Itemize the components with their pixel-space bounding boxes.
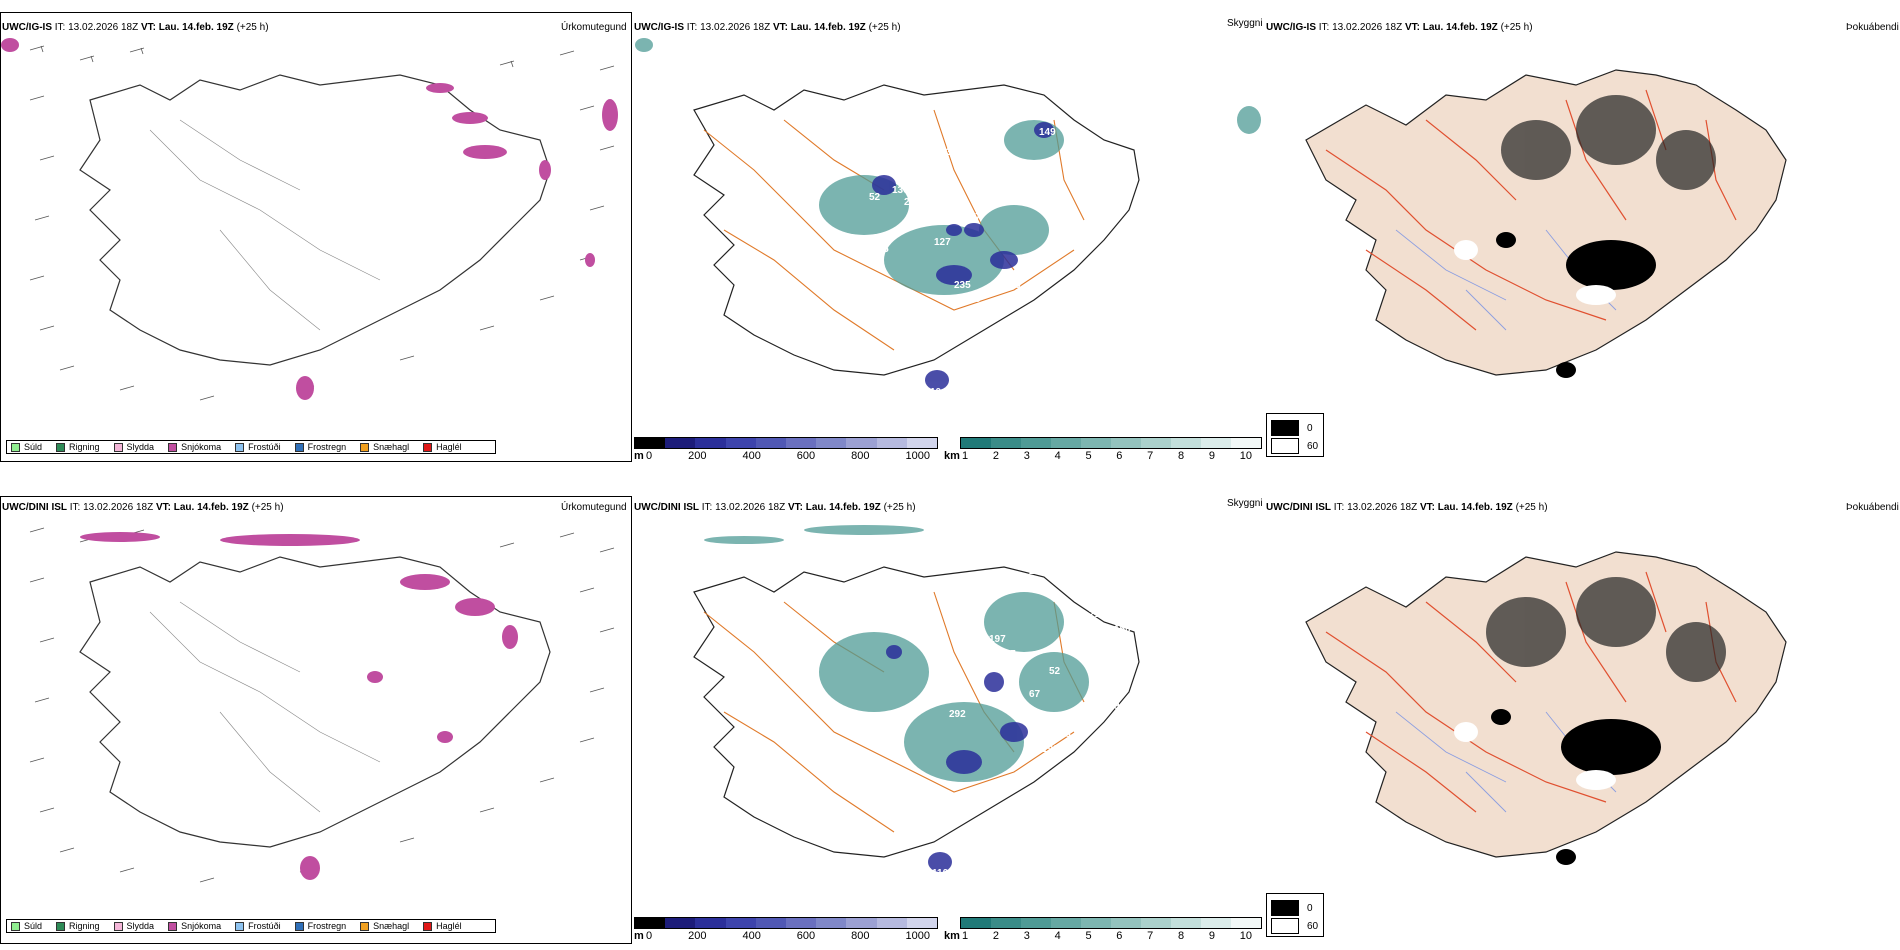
fog-legend-row2: 0 60 [1266,893,1324,937]
map-precip-row2 [29,527,615,883]
svg-text:292: 292 [949,709,966,720]
header-row2-clouds: UWC/DINI ISL IT: 13.02.2026 18Z VT: Lau.… [634,502,916,513]
cloud-number: 235 [954,280,971,291]
map-fog-row2 [1305,551,1787,865]
ticks-km: 1 2 3 4 5 6 7 8 9 10 [962,930,1252,942]
svg-text:230: 230 [1029,566,1046,577]
cloud-number: 30 [946,147,958,158]
cloud-number: 125 [1019,257,1036,268]
model-name: UWC/IG-IS [2,22,52,33]
panel-title-fog-row1: Þokuábendi [1846,22,1899,33]
header-row1-precip: UWC/IG-IS IT: 13.02.2026 18Z VT: Lau. 14… [2,22,269,33]
colorbar-m-row2 [634,917,938,929]
cloud-number: 187 [964,212,981,223]
it-label: IT: [54,22,66,33]
legend-item: Frostúði [235,442,281,452]
legend-item: Slydda [113,442,154,452]
legend-item: Rigning [56,442,100,452]
snow-patches [1,38,618,400]
svg-text:150: 150 [1114,624,1131,635]
unit-km: km [944,450,960,462]
colorbar-km-row1 [960,437,1262,449]
cloud-number-labels: 30 149 52 136 21 187 127 125 175 149 235… [869,127,1086,398]
ticks-km: 1 2 3 4 5 6 7 8 9 10 [962,450,1252,462]
svg-text:87: 87 [1182,646,1194,657]
header-row1-clouds: UWC/IG-IS IT: 13.02.2026 18Z VT: Lau. 14… [634,22,901,33]
map-precip-row1 [1,38,618,401]
iceland-outline [79,74,551,366]
header-row1-fog: UWC/IG-IS IT: 13.02.2026 18Z VT: Lau. 14… [1266,22,1533,33]
svg-text:214: 214 [1089,609,1106,620]
legend-item: Haglél [423,921,462,931]
header-row2-fog: UWC/DINI ISL IT: 13.02.2026 18Z VT: Lau.… [1266,502,1548,513]
cloud-number: 399 [964,294,981,305]
cloud-number: 43 [1074,144,1086,155]
legend-item: Súld [11,442,42,452]
svg-text:198: 198 [1089,589,1106,600]
svg-text:94: 94 [1114,701,1126,712]
lead-time: (+25 h) [236,22,269,33]
cloud-number-labels: 230 198 214 150 164 87 197 977 75 52 67 … [932,566,1194,879]
it-value: 13.02.2026 18Z [68,22,139,33]
cloud-number: 52 [869,192,881,203]
precip-panel-frame-row2 [0,496,632,944]
cloud-number: 136 [892,185,909,196]
panel-title-clouds-row2: Skyggni [1227,498,1263,509]
svg-text:197: 197 [989,634,1006,645]
svg-text:977: 977 [999,649,1016,660]
svg-text:75: 75 [1099,644,1111,655]
svg-text:285: 285 [1076,749,1093,760]
vt-label: VT: [140,22,156,33]
cloud-number: 104 [930,387,947,398]
cloud-number: 175 [872,244,889,255]
cloud-number: 127 [934,237,951,248]
legend-item: Frostregn [294,442,346,452]
panel-title-precip-row1: Úrkomutegund [561,22,627,33]
cloud-number: 149 [1039,127,1056,138]
legend-item: Snjókoma [168,442,221,452]
unit-km: km [944,930,960,942]
legend-item: Súld [11,921,42,931]
map-clouds-row1: 30 149 52 136 21 187 127 125 175 149 235… [635,38,1261,398]
svg-text:184: 184 [1064,762,1081,773]
legend-item: Frostúði [235,921,281,931]
fog-legend-row1: 0 60 [1266,413,1324,457]
panel-title-precip-row2: Úrkomutegund [561,502,627,513]
panel-title-clouds-row1: Skyggni [1227,18,1263,29]
svg-text:164: 164 [1144,634,1161,645]
map-clouds-row2: 230 198 214 150 164 87 197 977 75 52 67 … [693,525,1194,879]
cloud-number: 149 [1004,280,1021,291]
svg-text:52: 52 [1049,666,1061,677]
ticks-m: 0 200 400 600 800 1000 [646,930,930,942]
cloud-number: 21 [904,197,916,208]
svg-text:110: 110 [932,868,949,879]
header-row2-precip: UWC/DINI ISL IT: 13.02.2026 18Z VT: Lau.… [2,502,284,513]
legend-item: Snjókoma [168,921,221,931]
legend-item: Slydda [113,921,154,931]
map-fog-row1 [1305,69,1787,378]
vt-value: Lau. 14.feb. 19Z [158,22,234,33]
precip-legend-row2: Súld Rigning Slydda Snjókoma Frostúði Fr… [6,919,496,933]
legend-item: Rigning [56,921,100,931]
svg-text:178: 178 [1054,729,1071,740]
panel-title-fog-row2: Þokuábendi [1846,502,1899,513]
ticks-m: 0 200 400 600 800 1000 [646,450,930,462]
colorbar-m-row1 [634,437,938,449]
svg-text:67: 67 [1029,689,1041,700]
legend-item: Haglél [423,442,462,452]
svg-text:111: 111 [1114,727,1130,738]
legend-item: Frostregn [294,921,346,931]
wind-barbs [29,45,615,401]
legend-item: Snæhagl [360,921,409,931]
precip-legend-row1: Súld Rigning Slydda Snjókoma Frostúði Fr… [6,440,496,454]
unit-m: m [634,930,644,942]
svg-text:199: 199 [1042,744,1059,755]
legend-item: Snæhagl [360,442,409,452]
unit-m: m [634,450,644,462]
colorbar-km-row2 [960,917,1262,929]
precip-panel-frame-row1 [0,12,632,462]
